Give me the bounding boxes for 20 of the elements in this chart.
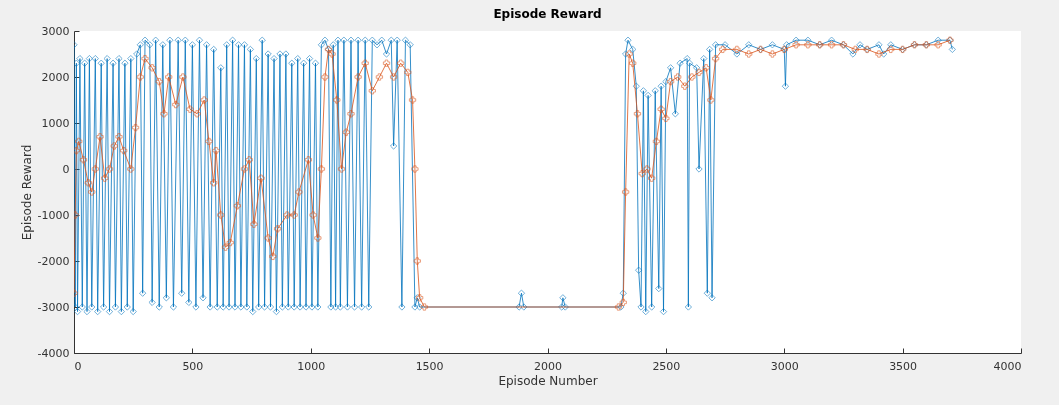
y-tick-label: -4000 (37, 346, 70, 360)
x-tick-label: 500 (182, 359, 204, 373)
y-tick-label: -3000 (37, 300, 70, 314)
x-tick-label: 2000 (534, 359, 562, 373)
x-tick-label: 2500 (652, 359, 681, 373)
x-tick-label: 1500 (415, 359, 444, 373)
x-tick-label: 0 (74, 359, 82, 373)
y-tick-label: -1000 (37, 208, 70, 222)
x-tick-label: 4000 (993, 359, 1022, 373)
y-axis-title: Episode Reward (19, 144, 34, 241)
y-tick-label: 1000 (41, 116, 70, 130)
x-tick-label: 1000 (297, 359, 326, 373)
chart-title: Episode Reward (493, 7, 602, 21)
x-tick-label: 3500 (889, 359, 918, 373)
y-tick-label: -2000 (37, 254, 70, 268)
y-tick-label: 3000 (41, 24, 70, 38)
x-tick-label: 3000 (770, 359, 799, 373)
y-tick-label: 0 (62, 162, 70, 176)
x-axis-title: Episode Number (498, 373, 598, 388)
y-tick-label: 2000 (41, 70, 70, 84)
